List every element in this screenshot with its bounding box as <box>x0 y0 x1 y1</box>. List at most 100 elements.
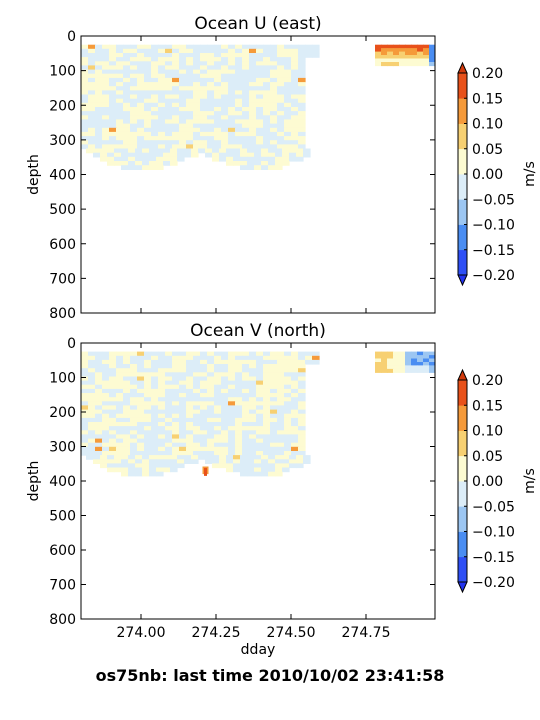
contour-cell <box>270 405 278 411</box>
contour-cell <box>226 459 234 464</box>
contour-cell <box>186 140 194 145</box>
contour-cell <box>179 53 187 58</box>
contour-cell <box>158 438 166 444</box>
contour-cell <box>123 417 131 423</box>
contour-cell <box>114 459 122 464</box>
contour-cell <box>158 384 166 390</box>
contour-cell <box>247 148 255 154</box>
contour-cell <box>130 442 138 448</box>
contour-cell <box>214 48 222 54</box>
contour-cell <box>193 359 201 365</box>
contour-cell <box>137 368 145 373</box>
contour-cell <box>109 351 117 357</box>
contour-cell <box>109 434 117 440</box>
contour-cell <box>109 451 117 456</box>
contour-cell <box>417 368 424 373</box>
contour-cell <box>291 136 299 141</box>
contour-cell <box>151 422 159 427</box>
contour-cell <box>81 136 89 141</box>
contour-cell <box>214 397 222 402</box>
contour-cell <box>170 156 178 162</box>
contour-cell <box>240 459 248 464</box>
contour-cell <box>298 82 306 87</box>
contour-cell <box>249 90 257 96</box>
contour-cell <box>165 69 173 75</box>
contour-cell <box>116 401 124 406</box>
contour-cell <box>423 62 430 67</box>
contour-cell <box>172 65 180 71</box>
contour-cell <box>221 48 229 54</box>
contour-cell <box>142 148 150 154</box>
contour-cell <box>291 107 299 112</box>
contour-cell <box>249 368 257 373</box>
contour-cell <box>399 55 406 60</box>
contour-cell <box>137 384 145 390</box>
contour-cell <box>277 69 285 75</box>
contour-cell <box>158 57 166 62</box>
contour-cell <box>256 405 264 411</box>
contour-cell <box>298 368 306 373</box>
contour-cell <box>221 53 229 58</box>
contour-cell <box>277 131 285 137</box>
contour-cell <box>249 69 257 75</box>
contour-cell <box>116 48 124 54</box>
contour-cell <box>284 119 292 125</box>
contour-cell <box>165 426 173 431</box>
contour-cell <box>186 48 194 54</box>
contour-cell <box>242 53 250 58</box>
contour-cell <box>284 77 292 83</box>
contour-cell <box>221 376 229 382</box>
contour-cell <box>387 51 394 56</box>
contour-cell <box>256 131 264 137</box>
contour-cell <box>284 102 292 108</box>
contour-cell <box>158 422 166 427</box>
contour-cell <box>81 77 89 83</box>
contour-cell <box>387 362 394 366</box>
contour-cell <box>193 102 201 108</box>
footer-caption: os75nb: last time 2010/10/02 23:41:58 <box>95 666 445 685</box>
contour-cell <box>393 48 400 53</box>
contour-cell <box>123 123 131 129</box>
contour-cell <box>240 467 248 473</box>
contour-cell <box>123 364 131 369</box>
contour-cell <box>270 111 278 116</box>
contour-cell <box>95 86 103 91</box>
contour-cell <box>242 131 250 137</box>
contour-cell <box>151 355 159 361</box>
contour-cell <box>123 65 131 71</box>
contour-cell <box>116 413 124 419</box>
contour-cell <box>186 413 194 419</box>
contour-cell <box>284 426 292 431</box>
contour-cell <box>142 471 150 477</box>
contour-cell <box>249 397 257 402</box>
contour-cell <box>179 123 187 129</box>
colorbar-tick-label: −0.05 <box>472 499 515 515</box>
contour-cell <box>144 111 152 116</box>
contour-cell <box>263 82 271 87</box>
contour-cell <box>235 61 243 67</box>
contour-cell <box>149 148 157 154</box>
contour-cell <box>128 459 136 464</box>
contour-cell <box>172 413 180 419</box>
contour-cell <box>214 364 222 369</box>
contour-cell <box>305 48 313 54</box>
colorbar-segment <box>458 380 467 406</box>
contour-cell <box>144 98 152 104</box>
contour-cell <box>151 401 159 406</box>
contour-cell <box>109 397 117 402</box>
x-tick-label: 274.25 <box>192 625 241 641</box>
contour-cell <box>214 430 222 435</box>
contour-cell <box>291 90 299 96</box>
contour-cell <box>177 455 185 460</box>
contour-cell <box>263 111 271 116</box>
contour-cell <box>399 51 406 56</box>
contour-cell <box>179 426 187 431</box>
contour-cell <box>172 44 180 50</box>
contour-cell <box>121 165 129 170</box>
contour-cell <box>128 455 136 460</box>
contour-cell <box>247 471 255 477</box>
contour-cell <box>193 65 201 71</box>
contour-cell <box>249 355 257 361</box>
contour-cell <box>102 451 110 456</box>
contour-cell <box>95 446 103 452</box>
